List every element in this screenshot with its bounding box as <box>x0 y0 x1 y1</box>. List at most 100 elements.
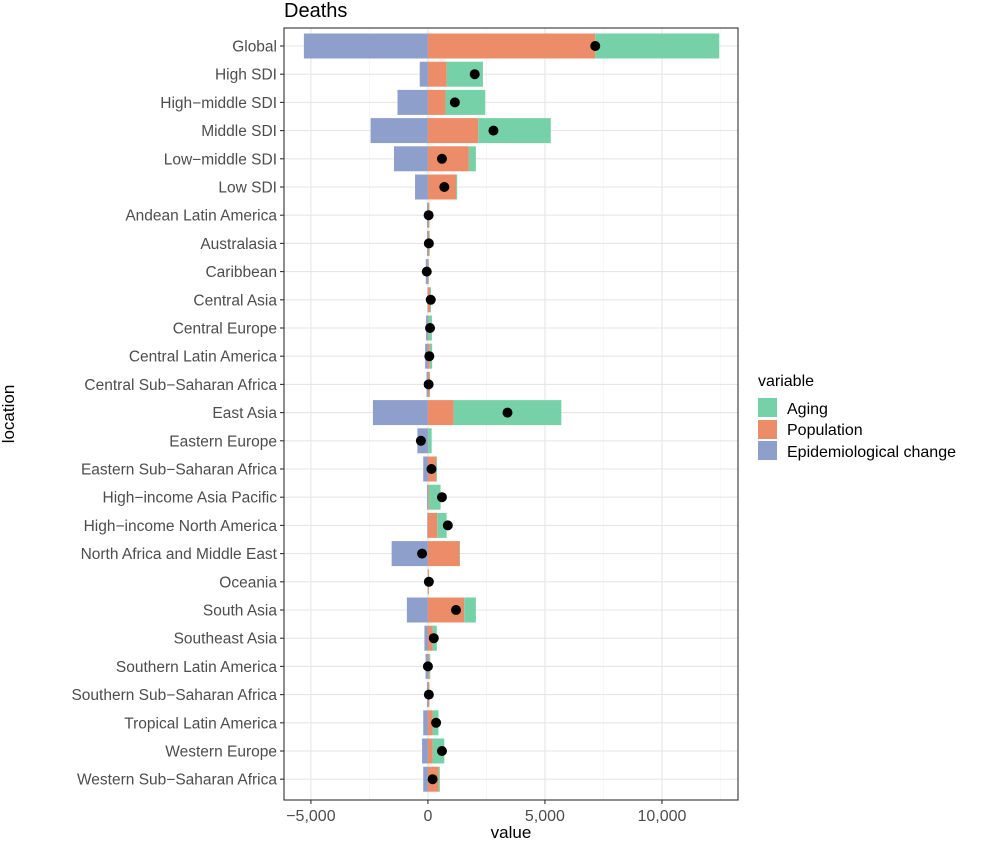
bar-epidemiological-change-high-middle-sdi <box>397 89 428 115</box>
net-point-low-sdi <box>439 182 450 192</box>
bar-aging-south-asia <box>464 597 476 623</box>
y-tick-label-low-middle-sdi: Low−middle SDI <box>164 151 277 168</box>
net-point-western-sub-saharan-africa <box>427 774 438 785</box>
x-tick-label: 10,000 <box>637 808 686 825</box>
bar-epidemiological-change-high-income-north-america <box>427 512 428 538</box>
y-tick-label-southern-sub-saharan-africa: Southern Sub−Saharan Africa <box>71 687 277 704</box>
legend: variable Aging Population Epidemiologica… <box>758 373 956 461</box>
net-point-tropical-latin-america <box>431 717 442 728</box>
x-axis-title: value <box>491 823 532 842</box>
y-tick-label-central-europe: Central Europe <box>173 321 277 338</box>
legend-label-aging: Aging <box>787 401 828 418</box>
y-tick-label-east-asia: East Asia <box>212 405 277 422</box>
bar-population-western-europe <box>427 738 433 764</box>
x-tick-label: 0 <box>423 808 432 825</box>
bar-population-tropical-latin-america <box>427 710 433 736</box>
bar-population-low-middle-sdi <box>427 146 469 172</box>
bar-population-north-africa-and-middle-east <box>427 541 460 567</box>
bar-epidemiological-change-southeast-asia <box>424 625 428 651</box>
y-tick-label-western-sub-saharan-africa: Western Sub−Saharan Africa <box>77 772 277 789</box>
legend-key-epidemiological-change <box>758 441 777 460</box>
bar-epidemiological-change-high-income-asia-pacific <box>426 484 428 510</box>
bar-aging-high-income-north-america <box>437 512 447 538</box>
bar-aging-low-sdi <box>456 174 458 200</box>
y-tick-label-north-africa-and-middle-east: North Africa and Middle East <box>81 546 278 563</box>
y-tick-label-central-asia: Central Asia <box>193 292 277 309</box>
bar-aging-high-income-asia-pacific <box>428 484 441 510</box>
net-point-central-asia <box>425 294 436 305</box>
y-tick-label-western-europe: Western Europe <box>165 744 277 761</box>
net-point-high-income-north-america <box>442 520 453 531</box>
plot-border <box>283 27 739 801</box>
bar-epidemiological-change-tropical-latin-america <box>423 710 428 736</box>
y-tick-label-oceania: Oceania <box>219 574 277 591</box>
net-point-central-europe <box>425 323 436 333</box>
legend-title: variable <box>758 373 814 390</box>
y-tick-label-global: Global <box>232 39 277 56</box>
net-point-central-sub-saharan-africa <box>423 379 434 390</box>
net-point-eastern-europe <box>415 435 426 446</box>
y-axis-title: location <box>0 385 18 444</box>
bar-population-high-sdi <box>427 61 447 87</box>
y-tick-label-tropical-latin-america: Tropical Latin America <box>124 715 277 732</box>
chart-title: Deaths <box>284 0 347 22</box>
bar-epidemiological-change-low-middle-sdi <box>393 146 428 172</box>
net-point-east-asia <box>502 407 513 418</box>
y-tick-label-high-middle-sdi: High−middle SDI <box>160 95 277 112</box>
net-point-high-middle-sdi <box>449 97 460 108</box>
y-tick-label-high-income-asia-pacific: High−income Asia Pacific <box>103 490 278 507</box>
y-tick-label-central-sub-saharan-africa: Central Sub−Saharan Africa <box>84 377 277 394</box>
net-point-western-europe <box>436 746 447 756</box>
bar-population-east-asia <box>427 400 454 426</box>
y-tick-label-low-sdi: Low SDI <box>218 180 277 197</box>
y-tick-label-eastern-sub-saharan-africa: Eastern Sub−Saharan Africa <box>81 462 277 479</box>
legend-key-aging <box>758 398 777 417</box>
bar-population-high-income-north-america <box>427 512 438 538</box>
bar-epidemiological-change-low-sdi <box>415 174 428 200</box>
bar-epidemiological-change-western-europe <box>422 738 428 764</box>
bar-epidemiological-change-middle-sdi <box>370 118 428 144</box>
bar-aging-western-sub-saharan-africa <box>438 766 440 792</box>
net-point-high-income-asia-pacific <box>436 492 447 503</box>
x-tick-label: 5,000 <box>525 808 565 825</box>
x-tick-label: −5,000 <box>286 808 335 825</box>
bar-population-high-income-asia-pacific <box>427 484 429 510</box>
net-point-southern-latin-america <box>422 661 433 672</box>
net-point-global <box>590 41 601 51</box>
bar-epidemiological-change-global <box>303 33 428 59</box>
y-tick-label-high-income-north-america: High−income North America <box>84 518 278 535</box>
x-axis: −5,000 0 5,000 10,000 <box>286 800 687 825</box>
y-tick-label-caribbean: Caribbean <box>205 264 277 281</box>
y-tick-label-southeast-asia: Southeast Asia <box>174 631 278 648</box>
y-axis: Global High SDI High−middle SDI Middle SDI L… <box>71 39 284 789</box>
y-tick-label-southern-latin-america: Southern Latin America <box>116 659 278 676</box>
net-point-caribbean <box>421 266 432 277</box>
bar-population-global <box>427 33 596 59</box>
legend-label-epidemiological-change: Epidemiological change <box>787 444 956 461</box>
y-tick-label-australasia: Australasia <box>200 236 277 253</box>
y-tick-label-eastern-europe: Eastern Europe <box>169 433 277 450</box>
bar-epidemiological-change-high-sdi <box>419 61 428 87</box>
legend-key-population <box>758 420 777 439</box>
y-tick-label-high-sdi: High SDI <box>215 67 277 84</box>
y-tick-label-central-latin-america: Central Latin America <box>129 349 278 366</box>
bar-epidemiological-change-western-sub-saharan-africa <box>423 766 428 792</box>
net-point-andean-latin-america <box>423 210 434 221</box>
net-point-low-middle-sdi <box>436 153 447 164</box>
bar-aging-low-middle-sdi <box>468 146 476 172</box>
bar-population-high-middle-sdi <box>427 89 446 115</box>
bar-aging-global <box>595 33 720 59</box>
net-point-north-africa-and-middle-east <box>417 548 428 559</box>
net-points <box>415 41 601 785</box>
y-tick-label-south-asia: South Asia <box>203 603 277 620</box>
net-point-central-latin-america <box>424 351 435 362</box>
bar-epidemiological-change-south-asia <box>406 597 428 623</box>
y-tick-label-andean-latin-america: Andean Latin America <box>125 208 277 225</box>
net-point-middle-sdi <box>488 125 499 136</box>
bar-epidemiological-change-eastern-sub-saharan-africa <box>423 456 428 482</box>
net-point-high-sdi <box>469 69 480 80</box>
legend-label-population: Population <box>787 422 863 439</box>
bar-epidemiological-change-east-asia <box>372 400 428 426</box>
net-point-southern-sub-saharan-africa <box>423 689 434 700</box>
